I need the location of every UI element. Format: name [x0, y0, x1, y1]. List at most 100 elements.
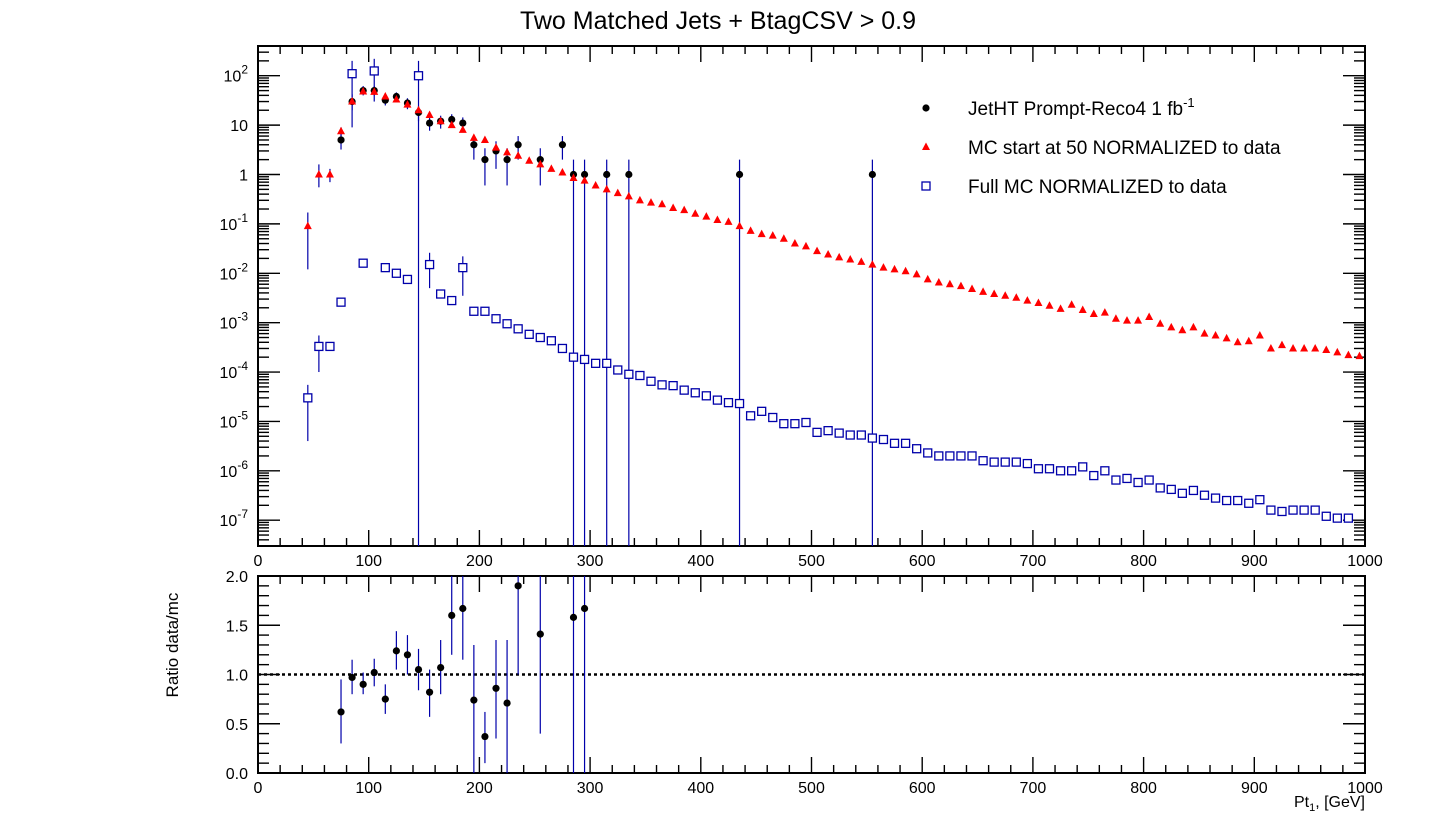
mc50-point — [890, 264, 899, 273]
fullmc-point — [1343, 513, 1354, 523]
mc50-point — [1200, 329, 1209, 337]
ratio-point — [481, 732, 489, 741]
x-axis-label-main: Pt — [1294, 794, 1310, 811]
mc50-point — [1233, 337, 1242, 346]
y-tick-label: 0.0 — [226, 766, 248, 783]
ratio-point — [337, 708, 345, 716]
fullmc-point — [613, 365, 623, 375]
mc50-point — [381, 91, 390, 100]
y-tick-label: 10-1 — [220, 211, 249, 234]
mc50-point — [1355, 351, 1364, 360]
legend-label: MC start at 50 NORMALIZED to data — [968, 138, 1281, 159]
fullmc-point — [1244, 498, 1254, 508]
ratio-point — [370, 668, 378, 677]
fullmc-point — [369, 66, 379, 76]
fullmc-point — [790, 419, 800, 429]
fullmc-point — [1000, 457, 1010, 467]
data-point — [448, 115, 456, 124]
mc50-point — [503, 147, 512, 156]
x-tick-label: 100 — [355, 780, 382, 797]
fullmc-point — [1210, 493, 1221, 503]
mc50-point — [790, 239, 799, 247]
fullmc-point — [956, 451, 966, 461]
fullmc-point — [1332, 513, 1342, 523]
fullmc-point — [878, 434, 889, 445]
mc50-point — [392, 95, 401, 103]
fullmc-point — [1100, 466, 1110, 476]
fullmc-point — [1233, 495, 1243, 506]
ratio-point — [414, 665, 423, 674]
mc50-point — [1266, 343, 1275, 352]
main-y-tick-labels: 10-7 10-6 10-5 10-4 10-3 10-2 10-1 1 10 102 — [220, 63, 249, 530]
mc50-point — [1167, 322, 1176, 331]
legend-marker — [922, 104, 930, 112]
fullmc-point — [1066, 466, 1077, 476]
mc50-point — [956, 281, 965, 290]
mc50-point — [1089, 309, 1098, 317]
mc50-point — [458, 125, 467, 133]
mc50-point — [624, 191, 633, 200]
mc50-point — [779, 234, 788, 242]
fullmc-point — [723, 397, 734, 408]
ratio-point — [348, 673, 356, 682]
mc50-point — [857, 257, 866, 265]
mc50-point — [1134, 316, 1143, 324]
mc50-point — [923, 274, 932, 283]
ratio-point — [392, 647, 400, 655]
data-point — [337, 136, 345, 144]
mc50-point — [1100, 308, 1109, 316]
mc50-point — [669, 203, 678, 211]
data-point — [735, 170, 744, 179]
fullmc-point — [1188, 485, 1199, 496]
x-tick-label: 900 — [1241, 780, 1268, 797]
x-tick-label: 700 — [1020, 780, 1047, 797]
y-tick-label: 0.5 — [226, 717, 248, 734]
ratio-point — [569, 613, 578, 621]
x-tick-label: 400 — [687, 780, 714, 797]
mc50-point — [680, 205, 689, 214]
ratio-point — [359, 680, 367, 688]
x-tick-label: 100 — [355, 553, 382, 570]
x-axis-label-subscript: 1 — [1309, 802, 1315, 814]
mc50-point — [912, 269, 921, 278]
legend-marker — [922, 142, 930, 150]
y-tick-label: 1.5 — [226, 618, 248, 635]
fullmc-point — [1199, 490, 1210, 500]
fullmc-point — [402, 274, 413, 285]
mc50-point — [1012, 293, 1021, 301]
mc50-point — [1178, 325, 1187, 334]
data-point — [580, 170, 589, 179]
data-point — [625, 170, 633, 179]
fullmc-point — [1111, 475, 1121, 485]
mc50-point — [1189, 322, 1198, 331]
mc50-point — [1156, 319, 1165, 327]
fullmc-point — [690, 388, 700, 398]
y-tick-label: 10-6 — [220, 458, 249, 481]
fullmc-point — [1078, 462, 1088, 472]
fullmc-point — [325, 341, 335, 352]
fullmc-point — [1011, 457, 1021, 467]
mc50-point — [469, 133, 478, 141]
fullmc-point — [657, 380, 667, 390]
ratio-point — [492, 684, 500, 692]
mc50-point — [1244, 336, 1253, 345]
fullmc-point — [668, 380, 678, 391]
fullmc-point — [1266, 505, 1276, 515]
x-tick-label: 800 — [1130, 780, 1157, 797]
fullmc-point — [491, 314, 501, 324]
fullmc-point — [480, 306, 490, 316]
legend-label: JetHT Prompt-Reco4 1 fb-1 — [968, 95, 1195, 120]
data-point — [868, 170, 876, 179]
fullmc-point — [336, 297, 346, 307]
fullmc-point — [712, 395, 723, 405]
x-tick-label: 900 — [1241, 553, 1268, 570]
fullmc-point — [624, 369, 634, 379]
fullmc-point — [967, 451, 977, 461]
main-plot-frame — [257, 45, 1366, 547]
ratio-plot-panel: 0 100 200 300 400 500 600 700 800 900 1000 0.0 0.5 1… — [163, 569, 1383, 814]
mc50-point — [1078, 305, 1087, 314]
mc50-point — [314, 169, 323, 178]
mc50-point — [1034, 298, 1043, 306]
mc50-point — [558, 167, 567, 176]
fullmc-point — [1044, 464, 1055, 474]
